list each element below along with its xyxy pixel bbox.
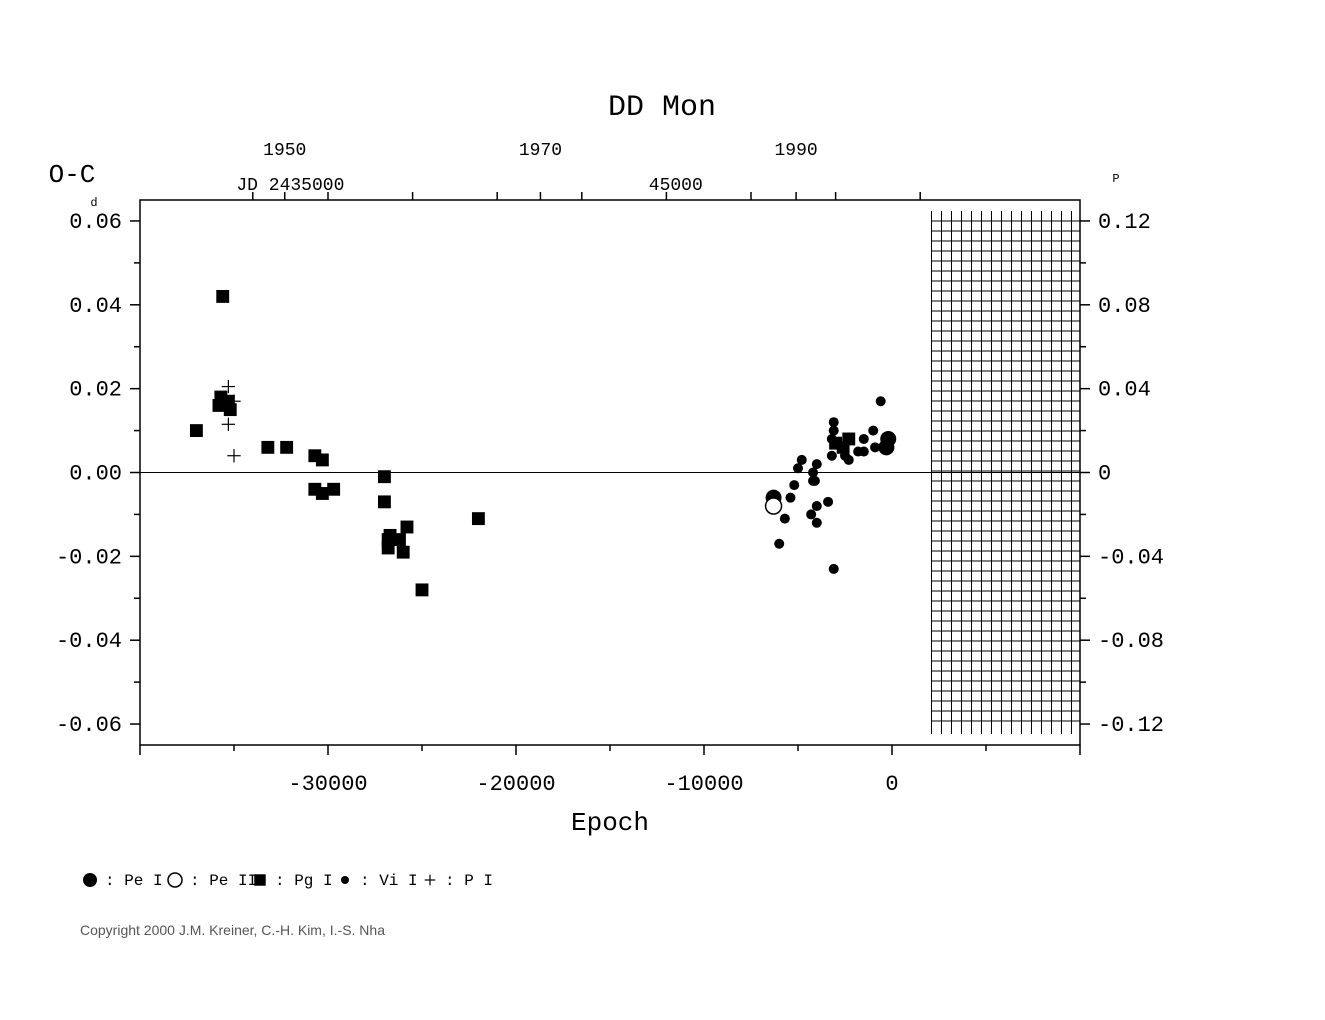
- x-tick-label: -30000: [288, 772, 367, 797]
- y-right-tick-label: -0.08: [1098, 629, 1164, 654]
- y-right-tick-label: -0.12: [1098, 713, 1164, 738]
- top-year-label: 1950: [263, 141, 306, 161]
- y-left-tick-label: -0.04: [56, 629, 122, 654]
- legend-label: : Vi I: [360, 872, 418, 890]
- legend-label: : P I: [445, 872, 493, 890]
- legend-label: : Pg I: [275, 872, 333, 890]
- legend-label: : Pe I: [105, 872, 163, 890]
- oc-diagram: DD Mon -30000 -20000 -10000 0 Epoch -0.06 -0.04…: [0, 0, 1325, 1020]
- chart-svg: DD Mon -30000 -20000 -10000 0 Epoch -0.06 -0.04…: [0, 0, 1325, 1020]
- y-left-tick-label: -0.02: [56, 545, 122, 570]
- y-right-tick-label: -0.04: [1098, 545, 1164, 570]
- x-tick-label: -10000: [664, 772, 743, 797]
- legend-label: : Pe II: [190, 872, 257, 890]
- y-right-tick-label: 0.08: [1098, 294, 1151, 319]
- y-right-tick-label: 0: [1098, 462, 1111, 487]
- y-left-tick-label: -0.06: [56, 713, 122, 738]
- x-tick-label: -20000: [476, 772, 555, 797]
- y-right-tick-label: 0.12: [1098, 210, 1151, 235]
- y-left-sup: d: [90, 196, 97, 210]
- y-left-tick-label: 0.00: [69, 462, 122, 487]
- y-right-tick-label: 0.04: [1098, 378, 1151, 403]
- jd-label-1: JD 2435000: [236, 176, 344, 196]
- x-tick-label: 0: [885, 772, 898, 797]
- y-left-tick-label: 0.06: [69, 210, 122, 235]
- x-axis-label: Epoch: [571, 808, 649, 838]
- y-right-sup: P: [1112, 172, 1119, 186]
- jd-label-2: 45000: [649, 176, 703, 196]
- copyright-text: Copyright 2000 J.M. Kreiner, C.-H. Kim, …: [80, 922, 385, 938]
- top-year-label: 1970: [519, 141, 562, 161]
- y-left-tick-label: 0.02: [69, 378, 122, 403]
- chart-title: DD Mon: [608, 91, 716, 125]
- y-left-tick-label: 0.04: [69, 294, 122, 319]
- y-left-label: O-C: [49, 160, 96, 190]
- top-year-label: 1990: [775, 141, 818, 161]
